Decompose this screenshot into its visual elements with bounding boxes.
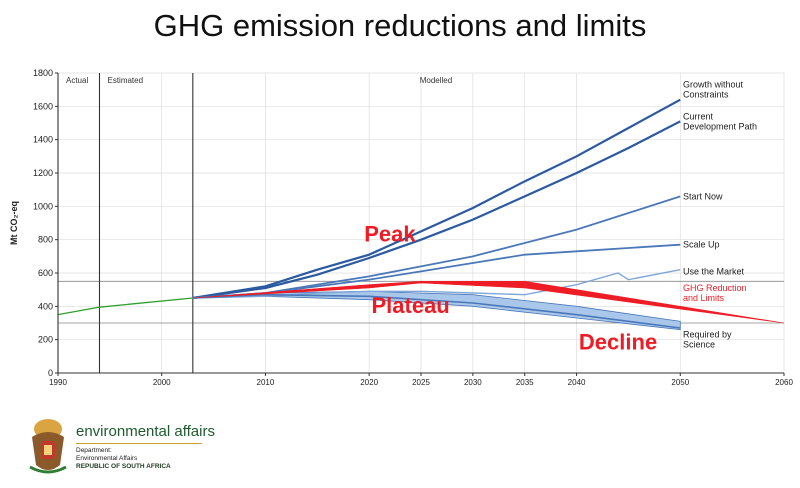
current-path-line	[192, 120, 681, 300]
department-line-3: REPUBLIC OF SOUTH AFRICA	[76, 463, 171, 470]
annotation-peak: Peak	[364, 221, 416, 246]
period-label: Actual	[66, 76, 88, 85]
x-tick-label: 2040	[568, 378, 586, 387]
y-tick-label: 400	[38, 301, 53, 311]
series-lines	[57, 98, 681, 329]
y-axis-label: Mt CO₂-eq	[9, 201, 19, 245]
x-tick-label: 2020	[360, 378, 378, 387]
annotation-decline: Decline	[579, 330, 657, 355]
series-label-ghg: and Limits	[683, 293, 725, 303]
series-label-ghg: GHG Reduction	[683, 283, 747, 293]
department-underline	[76, 443, 202, 444]
x-tick-label: 2000	[153, 378, 171, 387]
x-tick-label: 2050	[671, 378, 689, 387]
y-tick-label: 0	[48, 368, 53, 378]
series-label-growth: Constraints	[683, 90, 729, 100]
x-tick-label: 2025	[412, 378, 430, 387]
y-tick-label: 1000	[33, 201, 53, 211]
emissions-chart: Actual Estimated Modelled 0 200 400 600 800 100…	[9, 68, 793, 387]
department-name: environmental affairs	[76, 423, 215, 440]
ghg-reduction-wedge	[192, 281, 785, 324]
y-tick-label: 800	[38, 235, 53, 245]
annotation-plateau: Plateau	[371, 293, 449, 318]
series-label-start: Start Now	[683, 191, 723, 201]
series-label-growth: Growth without	[683, 80, 744, 90]
x-tick-label: 2060	[775, 378, 793, 387]
department-line-2: Environmental Affairs	[76, 455, 138, 462]
period-label: Modelled	[420, 76, 452, 85]
series-label-scale: Scale Up	[683, 240, 720, 250]
coat-of-arms-icon	[29, 419, 67, 474]
department-line-1: Department:	[76, 447, 112, 454]
series-label-required: Science	[683, 340, 715, 350]
slide-title: GHG emission reductions and limits	[153, 8, 647, 43]
series-label-current: Current	[683, 111, 714, 121]
y-tick-label: 1800	[33, 68, 53, 78]
department-logo-block: environmental affairs Department: Enviro…	[26, 415, 226, 480]
use-market-line	[192, 268, 681, 299]
x-tick-label: 2035	[516, 378, 534, 387]
required-line	[192, 293, 681, 329]
x-tick-label: 2010	[257, 378, 275, 387]
y-tick-label: 1400	[33, 135, 53, 145]
x-tick-label: 1990	[49, 378, 67, 387]
y-tick-label: 1600	[33, 101, 53, 111]
historical-line	[57, 297, 193, 316]
y-tick-label: 200	[38, 335, 53, 345]
y-tick-label: 600	[38, 268, 53, 278]
ghg-limit-wedge	[192, 281, 785, 324]
axes: 0 200 400 600 800 1000 1200 1400 1600 1800 1990 200…	[9, 68, 793, 387]
period-label: Estimated	[107, 76, 143, 85]
series-label-required: Required by	[683, 330, 732, 340]
annotations: Peak Plateau Decline	[364, 221, 657, 354]
y-tick-label: 1200	[33, 168, 53, 178]
series-label-current: Development Path	[683, 121, 757, 131]
scale-up-line	[192, 243, 681, 299]
growth-line	[192, 98, 681, 300]
series-label-market: Use the Market	[683, 266, 745, 276]
x-tick-label: 2030	[464, 378, 482, 387]
